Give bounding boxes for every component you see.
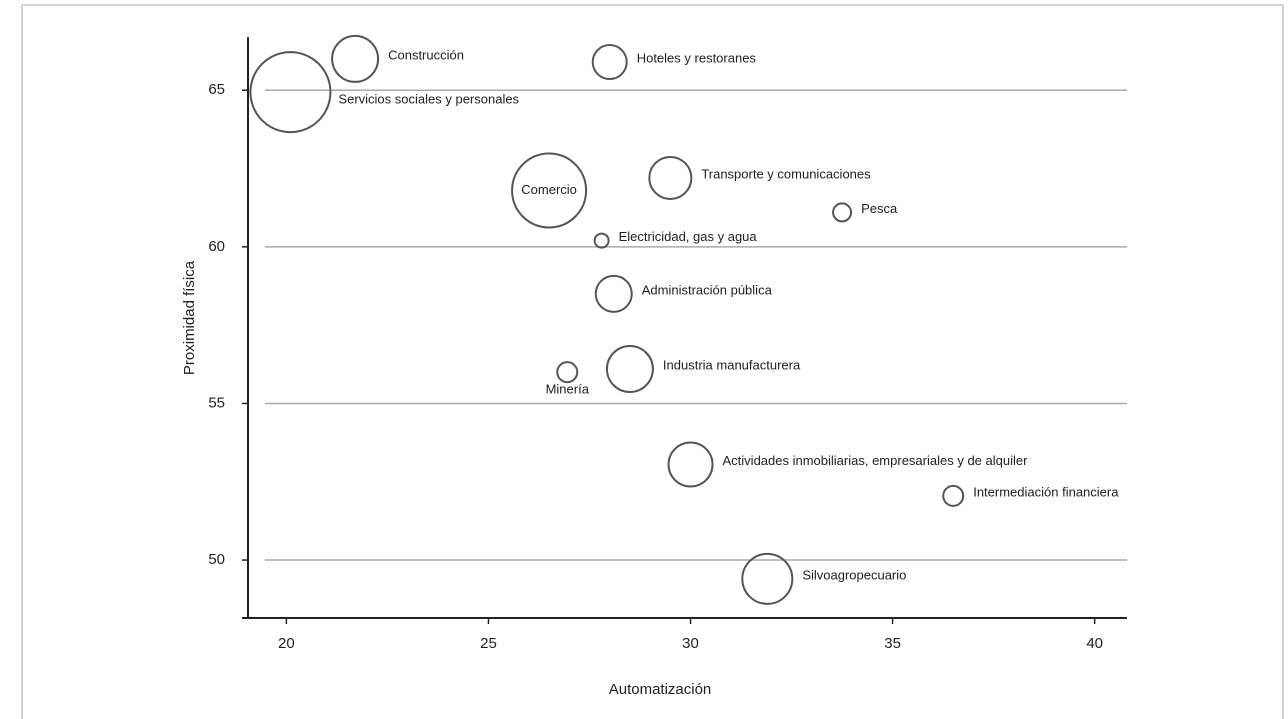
- bubble: [942, 484, 965, 507]
- point-label: Construcción: [388, 47, 464, 62]
- point-label: Comercio: [521, 182, 577, 197]
- point-label: Industria manufacturera: [663, 357, 801, 372]
- y-axis-label: Proximidad física: [181, 260, 198, 375]
- x-tick-label: 35: [884, 635, 901, 652]
- point-label: Servicios sociales y personales: [338, 92, 519, 107]
- bubble: [556, 361, 579, 384]
- point-label: Hoteles y restoranes: [637, 50, 757, 65]
- x-tick-label: 30: [682, 635, 699, 652]
- bubble: [832, 202, 853, 223]
- point-label: Intermediación financiera: [973, 484, 1119, 499]
- y-tick-label: 50: [208, 551, 225, 568]
- bubble: [511, 152, 588, 229]
- point-label: Actividades inmobiliarias, empresariales…: [723, 453, 1029, 468]
- point-label: Pesca: [861, 201, 898, 216]
- frame: [21, 4, 1284, 719]
- bubble: [667, 441, 714, 488]
- x-axis-label: Automatización: [609, 681, 712, 698]
- bubble: [648, 155, 693, 200]
- x-tick-label: 25: [480, 635, 497, 652]
- y-tick-label: 65: [208, 81, 225, 98]
- y-tick-label: 55: [208, 394, 225, 411]
- x-tick-label: 40: [1086, 635, 1103, 652]
- bubble: [249, 51, 332, 134]
- point-label: Minería: [546, 382, 590, 397]
- bubble: [591, 44, 628, 81]
- point-label: Silvoagropecuario: [802, 567, 906, 582]
- bubble: [331, 34, 380, 83]
- y-tick-label: 60: [208, 238, 225, 255]
- bubble: [741, 552, 794, 605]
- x-tick-label: 20: [278, 635, 295, 652]
- point-label: Administración pública: [642, 282, 773, 297]
- point-label: Electricidad, gas y agua: [619, 229, 758, 244]
- bubble: [605, 345, 654, 393]
- bubble: [594, 274, 633, 313]
- point-label: Transporte y comunicaciones: [701, 166, 871, 181]
- bubble: [593, 232, 610, 249]
